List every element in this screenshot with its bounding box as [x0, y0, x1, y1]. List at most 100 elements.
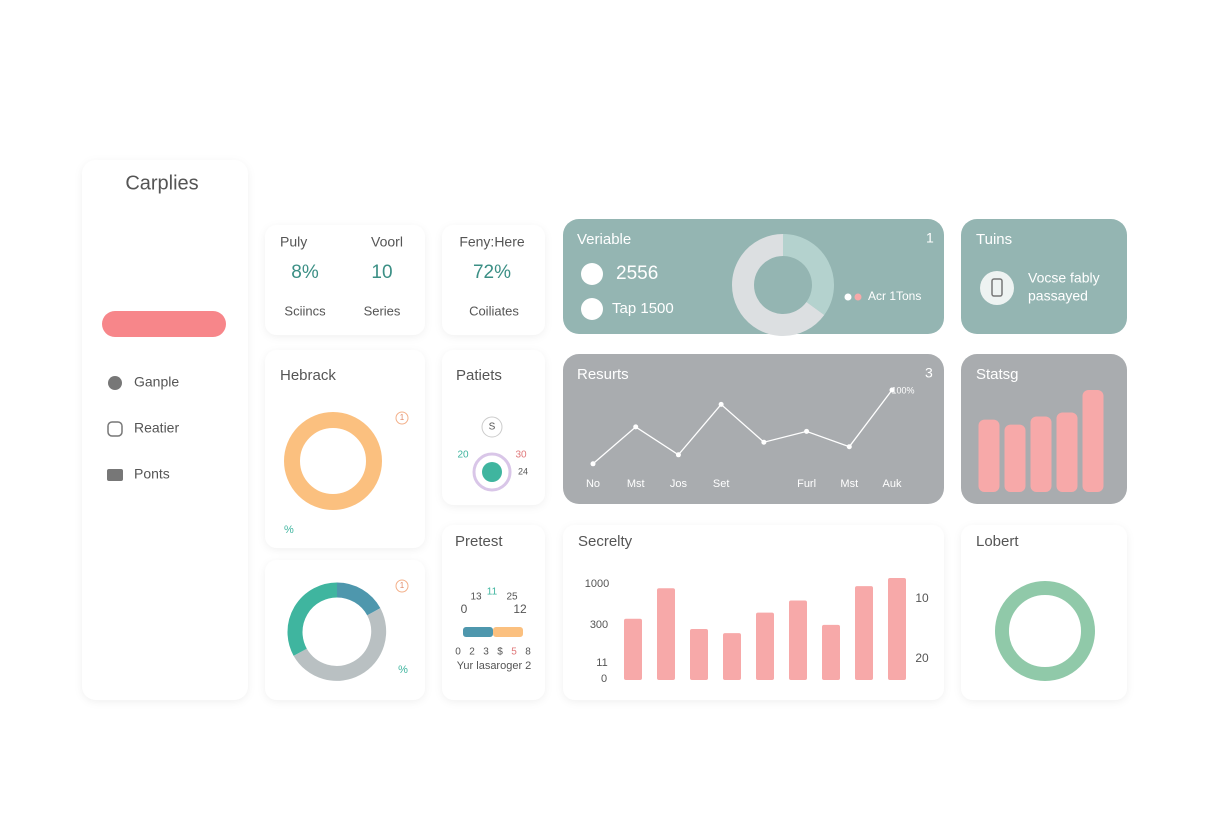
stat-caption: Coiliates	[469, 303, 519, 318]
point	[633, 424, 639, 430]
axis-label: 10	[915, 591, 929, 605]
card-title: Pretest	[455, 533, 503, 550]
x-label: No	[586, 478, 600, 490]
point	[675, 452, 681, 458]
scale-label: 0	[461, 602, 468, 616]
secrelty-card	[563, 525, 944, 700]
donut-ring	[284, 412, 382, 510]
x-label: Jos	[670, 478, 688, 490]
stat-value: 10	[371, 262, 392, 283]
gauge-center	[482, 462, 502, 482]
axis-label: 20	[915, 651, 929, 665]
axis-label: 11	[596, 657, 607, 669]
nav-item[interactable]: Reatier	[134, 420, 179, 436]
progress-segment	[463, 627, 493, 637]
gauge-label: 24	[518, 466, 528, 476]
point	[761, 439, 767, 445]
axis-label: 1000	[585, 578, 609, 590]
donut-segment	[732, 234, 825, 336]
primary-button[interactable]	[102, 311, 226, 337]
x-label: Furl	[797, 478, 816, 490]
brand: Carplies	[125, 172, 198, 194]
legend-dot	[844, 293, 852, 301]
device-icon	[991, 278, 1003, 297]
badge: 1	[926, 230, 934, 246]
x-label: Mst	[840, 478, 858, 490]
pretest-card	[442, 525, 545, 700]
tuins-card	[961, 219, 1127, 334]
x-label: Auk	[883, 478, 902, 490]
card-title: Secrelty	[578, 533, 633, 550]
scale-label: $	[497, 647, 503, 658]
device-icon	[980, 271, 1014, 305]
progress-segment	[493, 627, 523, 637]
badge: 3	[925, 365, 933, 381]
stat-card	[442, 225, 545, 335]
bar	[1082, 390, 1104, 492]
stat-value: 72%	[473, 262, 511, 283]
badge: 1	[400, 581, 405, 590]
donut-segment	[782, 234, 834, 315]
bar	[756, 612, 774, 680]
point	[804, 428, 810, 434]
donut-ring	[995, 581, 1095, 681]
nav-item[interactable]: Ponts	[134, 466, 170, 482]
point	[590, 461, 596, 467]
bar	[1004, 424, 1026, 492]
bar	[1056, 412, 1078, 492]
nav: Ganple Reatier Ponts	[107, 374, 179, 482]
stat-label: Feny:Here	[459, 234, 525, 250]
bar	[723, 633, 741, 680]
x-label: Mst	[627, 478, 645, 490]
metric: Tap 1500	[612, 300, 674, 317]
metric-icon	[581, 298, 603, 320]
bar	[978, 419, 1000, 492]
scale-label: 11	[487, 587, 498, 598]
scale-label: 8	[525, 647, 531, 658]
axis-label: 300	[590, 619, 608, 631]
legend-dot	[854, 293, 862, 301]
point	[718, 401, 724, 407]
point	[889, 387, 895, 393]
bar	[822, 624, 840, 680]
badge: 1	[400, 413, 405, 422]
stat-caption: Series	[364, 303, 401, 318]
gauge-label: 30	[515, 450, 527, 461]
nav-icon	[107, 421, 123, 437]
scale-label: 5	[511, 647, 517, 658]
nav-item[interactable]: Ganple	[134, 374, 179, 390]
scale-label: 3	[483, 647, 489, 658]
stat-card	[265, 225, 425, 335]
gauge-ring	[472, 452, 512, 492]
card-title: Resurts	[577, 366, 629, 383]
card-title: Patiets	[456, 367, 502, 384]
note: %	[398, 664, 408, 676]
stat-value: 8%	[291, 262, 319, 283]
card-title: Tuins	[976, 231, 1012, 248]
bar	[888, 578, 906, 680]
point	[846, 444, 852, 450]
bar	[690, 629, 708, 680]
scale-label: 12	[513, 602, 527, 616]
donut-segment	[336, 582, 381, 616]
stat-caption: Sciincs	[284, 303, 326, 318]
annotation: 100%	[891, 385, 914, 395]
card-title: Statsg	[976, 366, 1019, 383]
metric: 2556	[616, 263, 658, 284]
sidebar	[82, 160, 248, 700]
scale-label: 25	[506, 592, 518, 603]
legend: Acr 1Tons	[868, 289, 921, 303]
card-title: Hebrack	[280, 367, 336, 384]
bar	[1030, 416, 1052, 492]
results-card	[563, 354, 944, 504]
card-title: Lobert	[976, 533, 1019, 550]
scale-label: 0	[455, 647, 461, 658]
caption: Yur lasaroger 2	[457, 660, 532, 672]
nav-icon	[108, 376, 122, 390]
tuins-text: Vocse fably	[1028, 270, 1100, 286]
donut-segment	[287, 582, 338, 656]
bar	[789, 600, 807, 680]
badge-ring	[395, 411, 409, 425]
stat-label: Voorl	[371, 234, 403, 250]
